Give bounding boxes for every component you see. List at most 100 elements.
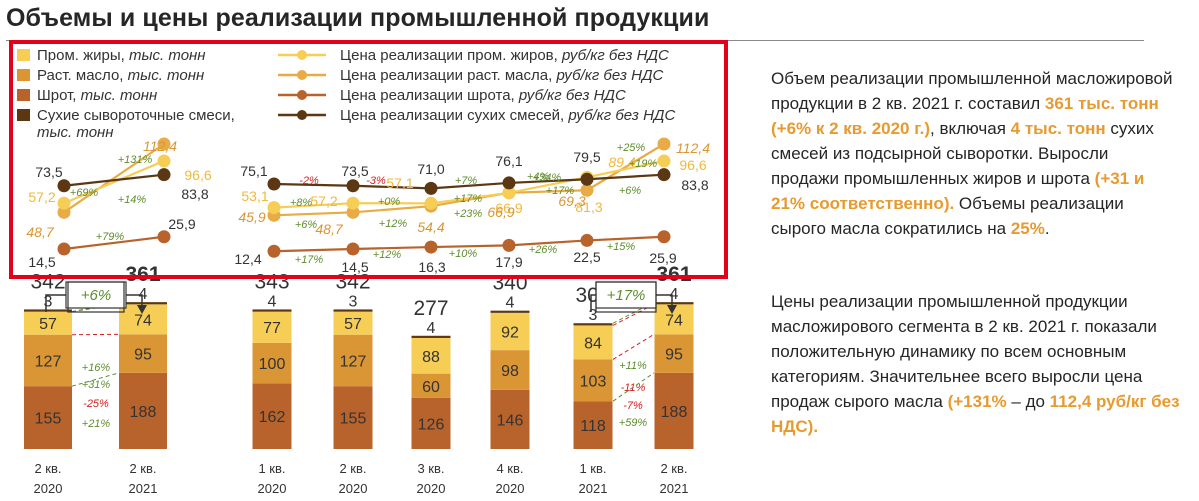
series-point-dry (267, 177, 281, 191)
legend-label-line_oil: Цена реализации раст. масла, руб/кг без … (340, 67, 664, 84)
bar-segment-dry (333, 309, 373, 312)
bar-segment-meal (490, 389, 530, 449)
axis-label-year: 2020 (339, 481, 368, 496)
bracket-label-frame (67, 281, 125, 313)
bracket-label-frame (595, 281, 657, 313)
axis-label-quarter: 2 кв. (129, 461, 156, 476)
axis-label-year: 2020 (34, 481, 63, 496)
legend-name: Цена реализации раст. масла, (340, 67, 556, 84)
body-text: . (1044, 219, 1050, 238)
growth-volume-2: -25% (83, 398, 109, 410)
bar-value-oil: 103 (580, 373, 607, 390)
bar-segment-oil (333, 334, 373, 387)
bar-segment-oil (24, 334, 72, 387)
legend-marker-line_meal (297, 90, 307, 100)
bar-segment-dry (654, 302, 694, 305)
growth-meal: +79% (96, 231, 125, 243)
body-text: Объемы реализации сырого масла сократили… (771, 194, 1124, 238)
bar-segment-meal (119, 372, 167, 449)
legend-label-line_dry: Цена реализации сухих смесей, руб/кг без… (340, 107, 675, 124)
bracket-arrow (667, 305, 677, 314)
label-oil-1: 112,4 (143, 138, 177, 154)
label-dry-1: 73,5 (341, 163, 368, 179)
price-chart-right: 12,4 14,5 16,3 17,9 22,5 25,9 75,1 73,5 71,0 76,1… (234, 137, 710, 275)
growth-dry: +14% (118, 194, 147, 206)
growth-connector (612, 372, 655, 402)
axis-label-quarter: 3 кв. (417, 461, 444, 476)
label-meal-3: 17,9 (495, 254, 522, 270)
series-line-fats (63, 159, 165, 205)
bar-total: 277 (413, 297, 448, 320)
growth-volume-3: +59% (619, 417, 648, 429)
bar-value-meal: 155 (35, 411, 62, 428)
bar-value-dry: 4 (670, 286, 679, 303)
series-point-meal (502, 238, 516, 252)
volume-chart-right: 1621007743431551275733421266088427714698… (252, 263, 694, 449)
label-fats-4: 81,3 (575, 199, 602, 215)
growth-oil-0: +6% (295, 219, 318, 231)
bar-value-fats: 74 (134, 312, 152, 329)
bar-segment-meal (411, 397, 451, 449)
series-point-meal (57, 242, 71, 256)
label-meal-5: 25,9 (649, 250, 676, 266)
axis-label-year: 2021 (129, 481, 158, 496)
label-fats-1: 96,6 (184, 167, 211, 183)
legend-name: Шрот, (37, 87, 81, 104)
growth-dry-0: -2% (299, 175, 319, 187)
axis-label-quarter: 4 кв. (496, 461, 523, 476)
bar-segment-dry (573, 323, 613, 326)
label-oil-0: 48,7 (26, 224, 54, 240)
page-title: Объемы и цены реализации промышленной пр… (6, 4, 710, 32)
bar-value-meal: 155 (340, 411, 367, 428)
bar-segment-fats (411, 337, 451, 374)
bar-value-dry: 3 (589, 307, 598, 324)
series-point-fats (267, 201, 281, 215)
bar-value-meal: 162 (259, 409, 286, 426)
label-oil-5: 112,4 (676, 140, 710, 156)
label-meal-1: 25,9 (168, 216, 195, 232)
series-point-dry (57, 179, 71, 193)
label-dry-1: 83,8 (181, 186, 208, 202)
growth-fats-3: +34% (533, 172, 562, 184)
label-dry-4: 79,5 (573, 149, 600, 165)
body-text: , включая (930, 119, 1011, 138)
growth-volume-1: +31% (82, 379, 111, 391)
series-point-dry (580, 172, 594, 186)
highlight-text: 112,4 руб/кг без НДС). (771, 392, 1180, 436)
label-dry-0: 75,1 (240, 163, 267, 179)
bar-value-fats: 84 (584, 335, 602, 352)
bar-segment-fats (490, 312, 530, 351)
legend-label-meal: Шрот, тыс. тонн (37, 87, 157, 104)
legend-unit: тыс. тонн (129, 47, 206, 64)
axis-label-year: 2020 (417, 481, 446, 496)
series-point-fats (657, 154, 671, 168)
label-meal-0: 14,5 (28, 254, 55, 270)
legend-unit: руб/кг без НДС (555, 67, 663, 84)
summary-paragraph-volumes: Объем реализации промышленной масложиров… (771, 66, 1181, 241)
bar-segment-dry (411, 335, 451, 338)
series-point-fats (502, 186, 516, 200)
legend-swatch-dry (17, 109, 30, 121)
bracket-label: +6% (81, 287, 111, 304)
bar-segment-fats (573, 325, 613, 360)
legend-unit: тыс. тонн (128, 67, 205, 84)
label-oil-4: 69,3 (558, 193, 585, 209)
bar-segment-meal (654, 372, 694, 449)
bar-value-fats: 77 (263, 320, 281, 337)
price-chart-left: 73,5 83,8 57,2 96,6 48,7 112,4 14,5 25,9 +131% +6… (26, 137, 212, 270)
growth-dry-4: +6% (619, 185, 642, 197)
series-point-meal (657, 230, 671, 244)
bar-segment-oil (654, 334, 694, 373)
summary-paragraph-prices: Цены реализации промышленной продукции м… (771, 289, 1181, 439)
body-text: сухих смесей из подсырной сыворотки. Выр… (771, 119, 1154, 188)
bar-segment-fats (252, 311, 292, 343)
axis-label-quarter: 1 кв. (258, 461, 285, 476)
label-fats-2: 57,1 (386, 175, 413, 191)
axis-label-year: 2021 (579, 481, 608, 496)
growth-meal-1: +12% (373, 249, 402, 261)
body-text: Цены реализации промышленной продукции м… (771, 292, 1157, 411)
legend-unit: руб/кг без НДС (567, 107, 675, 124)
bar-value-fats: 88 (422, 349, 440, 366)
axis-label-quarter: 2 кв. (34, 461, 61, 476)
